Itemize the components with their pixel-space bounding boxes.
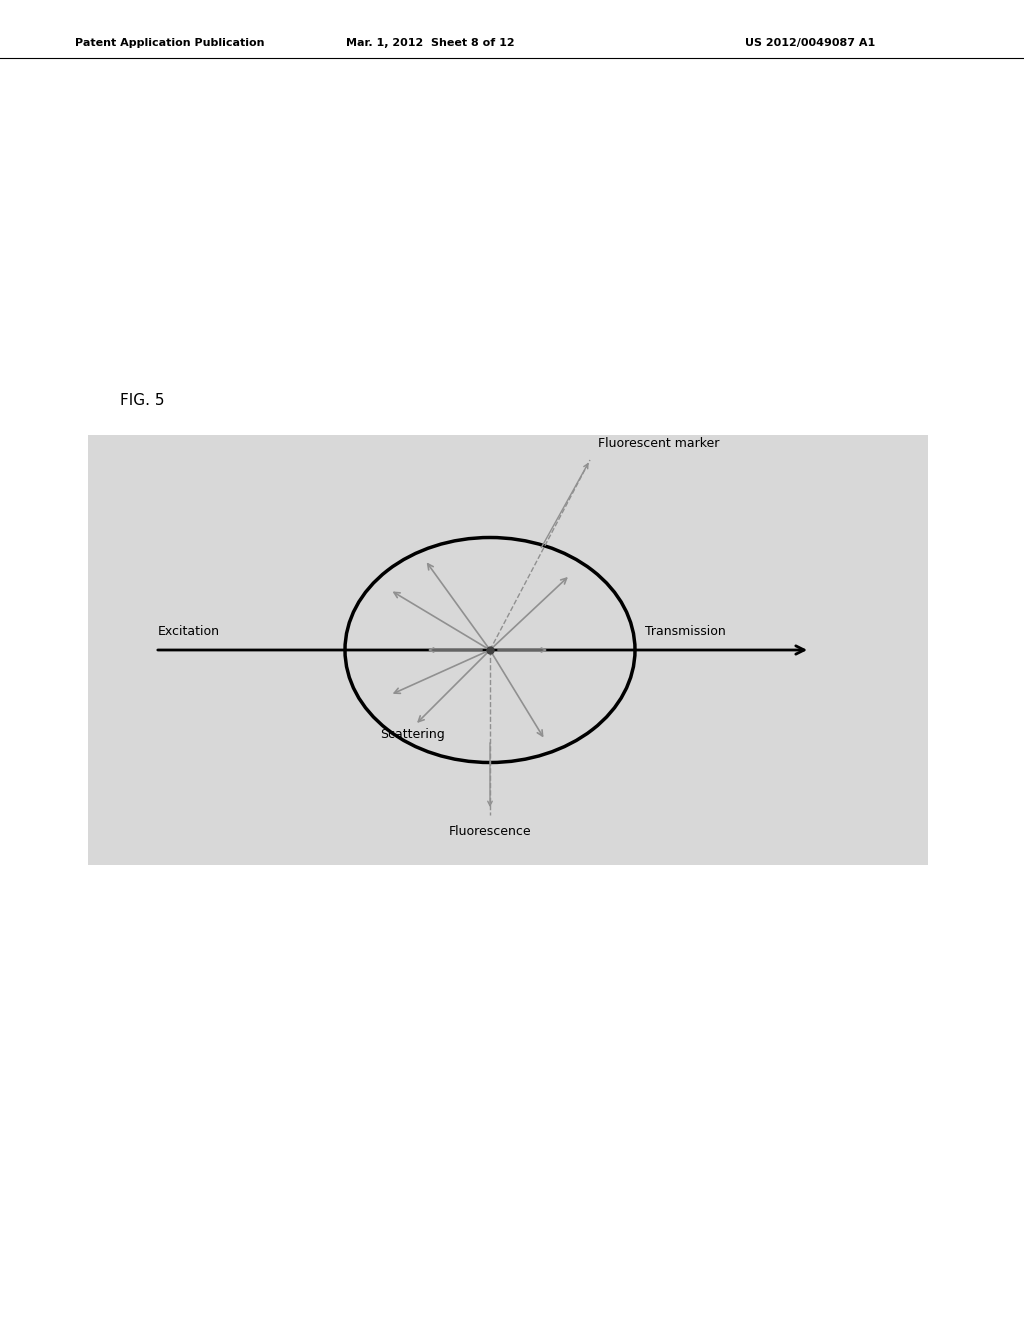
Text: Fluorescence: Fluorescence — [449, 825, 531, 838]
Text: Mar. 1, 2012  Sheet 8 of 12: Mar. 1, 2012 Sheet 8 of 12 — [346, 38, 514, 48]
Text: Fluorescent marker: Fluorescent marker — [598, 437, 720, 450]
Text: FIG. 5: FIG. 5 — [120, 393, 165, 408]
Text: Scattering: Scattering — [380, 729, 444, 741]
Text: Transmission: Transmission — [645, 624, 726, 638]
Text: Patent Application Publication: Patent Application Publication — [75, 38, 264, 48]
Bar — [88, 436, 928, 865]
Text: Excitation: Excitation — [158, 624, 220, 638]
Text: US 2012/0049087 A1: US 2012/0049087 A1 — [744, 38, 876, 48]
